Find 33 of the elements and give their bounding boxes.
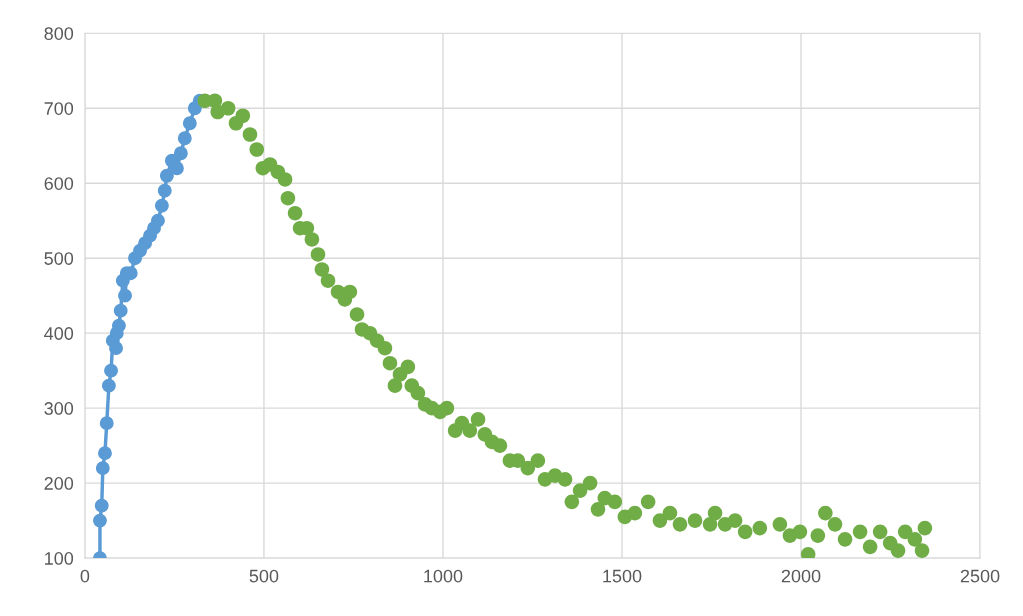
y-tick-label: 400 [44,327,74,340]
point [111,318,126,333]
point [104,363,118,378]
point [169,161,184,176]
point [157,183,172,198]
point [95,461,110,476]
y-tick-label: 200 [44,477,74,490]
x-tick-label: 1000 [424,569,463,583]
y-tick-label: 300 [44,402,74,415]
point [98,446,112,461]
point [177,131,192,146]
x-tick-label: 500 [249,569,279,583]
x-tick-label: 2000 [781,569,821,583]
x-tick-label: 1500 [603,569,642,583]
point [113,303,128,318]
point [118,288,132,303]
y-tick-label: 500 [44,252,74,265]
point [93,513,107,528]
point [94,498,109,513]
x-tick-label: 2500 [960,569,1000,583]
y-tick-label: 100 [45,552,74,565]
point [151,213,165,228]
y-tick-label: 600 [44,177,74,190]
point [173,146,188,161]
point [159,168,174,183]
point [182,116,197,131]
point [99,416,114,431]
point [101,378,116,393]
y-tick-label: 700 [44,102,74,115]
y-tick-label: 800 [44,27,74,40]
x-tick-label: 0 [80,569,90,583]
point [154,198,169,213]
point [109,341,124,356]
